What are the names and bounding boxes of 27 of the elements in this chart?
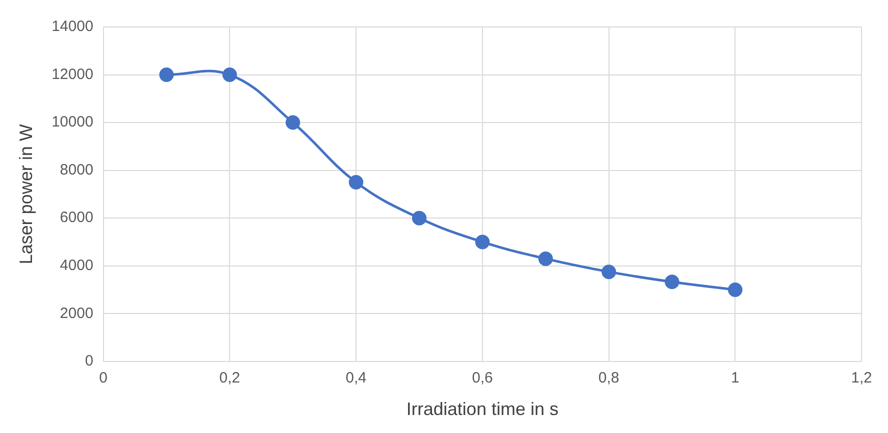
y-tick-label: 0 [84, 352, 94, 370]
y-tick-label: 14000 [52, 18, 94, 36]
point [538, 251, 553, 266]
point [602, 264, 616, 280]
y-tick-label: 6000 [60, 209, 94, 226]
x-tick-label: 0 [99, 370, 108, 387]
y-tick-label: 4000 [60, 257, 94, 274]
x-tick-label: 1,2 [851, 370, 872, 387]
y-axis-title: Laser power in W [16, 124, 36, 264]
y-tick-label: 2000 [60, 304, 94, 322]
point [412, 210, 427, 226]
point [475, 234, 490, 250]
point [348, 175, 364, 190]
point [286, 115, 300, 130]
y-tick-label: 8000 [60, 161, 94, 178]
x-axis-title: Irradiation time in s [406, 399, 558, 420]
y-tick-label: 12000 [52, 66, 94, 83]
x-tick-label: 1 [731, 370, 740, 387]
x-tick-label: 0,6 [472, 370, 493, 387]
x-tick-label: 0,8 [598, 370, 620, 387]
x-tick-label: 0,2 [219, 370, 240, 387]
point [222, 68, 237, 82]
point [664, 274, 680, 290]
point [159, 68, 174, 82]
point [728, 282, 742, 297]
x-tick-label: 0,4 [346, 370, 366, 387]
y-tick-label: 10000 [52, 114, 94, 131]
